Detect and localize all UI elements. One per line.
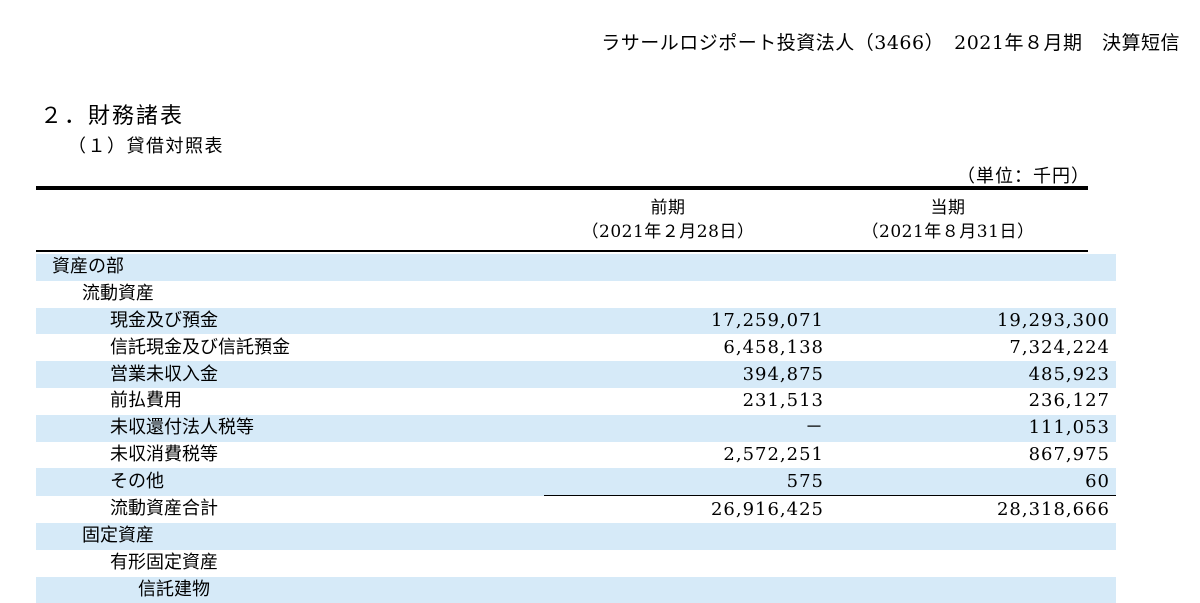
row-value-current <box>830 576 1116 603</box>
row-value-current: 867,975 <box>1028 443 1110 465</box>
row-label: 現金及び預金 <box>36 307 544 335</box>
table-row: 有形固定資産 <box>36 550 1116 577</box>
table-row: 未収還付法人税等－ 111,053 <box>36 414 1116 442</box>
table-row: 信託現金及び信託預金 6,458,138 7,324,224 <box>36 334 1116 361</box>
row-value-current <box>830 522 1116 550</box>
table-row: 資産の部 <box>36 254 1116 281</box>
row-label: 流動資産 <box>82 283 154 305</box>
balance-sheet-table: 資産の部 流動資産 現金及び預金 17,259,071 19,293,300 信託現金及び… <box>36 254 1116 603</box>
table-row: 現金及び預金 17,259,071 19,293,300 <box>36 307 1116 335</box>
row-value-previous <box>544 576 830 603</box>
row-value-current: 19,293,300 <box>830 307 1116 335</box>
row-value-previous: 17,259,071 <box>544 307 830 335</box>
row-label: 営業未収入金 <box>36 361 544 388</box>
unit-note: （単位：千円） <box>957 166 1090 187</box>
column-current-date: （2021年８月31日） <box>861 222 1035 242</box>
row-value-current: 111,053 <box>830 414 1116 442</box>
row-label: 未収還付法人税等 <box>36 414 544 442</box>
table-row: 流動資産合計 26,916,425 28,318,666 <box>36 495 1116 523</box>
row-value-previous: 575 <box>544 468 830 496</box>
row-value-current: 60 <box>830 468 1116 496</box>
row-value-previous: － <box>544 414 830 442</box>
row-value-previous: 26,916,425 <box>544 495 830 523</box>
header-report: 決算短信 <box>1101 32 1180 54</box>
row-value-previous: 394,875 <box>544 361 830 388</box>
row-value-previous <box>544 522 830 550</box>
row-value-previous <box>544 550 830 577</box>
row-value-previous <box>544 281 830 308</box>
table-row: 前払費用 231,513 236,127 <box>36 388 1116 415</box>
table-row: 固定資産 <box>36 522 1116 550</box>
row-label: 流動資産合計 <box>110 498 218 520</box>
row-value-current: 28,318,666 <box>830 495 1116 523</box>
table-row: その他 575 60 <box>36 468 1116 496</box>
column-header-previous: 前期 （2021年２月28日） <box>528 196 808 244</box>
row-value-previous: 231,513 <box>742 390 824 412</box>
header-bottom-rule <box>36 250 1088 252</box>
row-value-current: 236,127 <box>1028 390 1110 412</box>
column-previous-label: 前期 <box>650 198 686 218</box>
row-value-previous <box>544 254 830 281</box>
header-company: ラサールロジポート投資法人（3466） <box>601 32 935 54</box>
row-label: 前払費用 <box>110 390 182 412</box>
row-value-current: 7,324,224 <box>1009 336 1110 358</box>
row-value-current: 485,923 <box>830 361 1116 388</box>
row-label: その他 <box>36 468 544 496</box>
column-previous-date: （2021年２月28日） <box>581 222 755 242</box>
row-value-current <box>830 254 1116 281</box>
table-row: 信託建物 <box>36 576 1116 603</box>
column-header-current: 当期 （2021年８月31日） <box>808 196 1088 244</box>
row-label: 信託現金及び信託預金 <box>110 336 290 358</box>
row-label: 資産の部 <box>36 254 544 281</box>
row-value-current <box>830 550 1116 577</box>
document-header: ラサールロジポート投資法人（3466） 2021年８月期 決算短信 <box>601 28 1180 55</box>
section-title: ２．財務諸表 <box>40 104 185 129</box>
row-label: 未収消費税等 <box>110 443 218 465</box>
table-row: 流動資産 <box>36 281 1116 308</box>
column-current-label: 当期 <box>930 198 966 218</box>
subsection-title: （１）貸借対照表 <box>68 136 224 157</box>
row-value-current <box>830 281 1116 308</box>
table-row: 営業未収入金 394,875 485,923 <box>36 361 1116 388</box>
table-top-rule <box>36 186 1088 190</box>
header-period: 2021年８月期 <box>954 32 1083 54</box>
row-value-previous: 2,572,251 <box>723 443 824 465</box>
row-value-previous: 6,458,138 <box>723 336 824 358</box>
row-label: 有形固定資産 <box>110 552 218 574</box>
table-row: 未収消費税等 2,572,251 867,975 <box>36 442 1116 469</box>
row-label: 信託建物 <box>36 576 544 603</box>
row-label: 固定資産 <box>36 522 544 550</box>
